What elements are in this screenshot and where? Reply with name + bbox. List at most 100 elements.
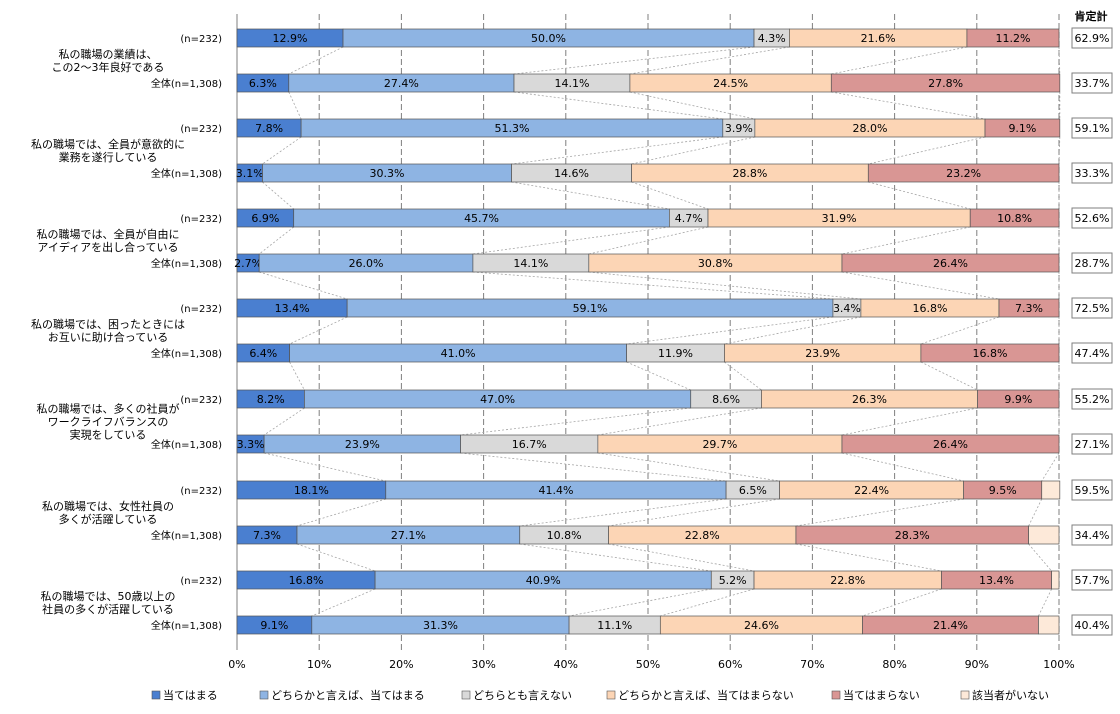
- category-label: ワークライフバランスの: [48, 416, 169, 429]
- data-label: 3.3%: [237, 438, 265, 451]
- data-label: 26.3%: [852, 393, 887, 406]
- connector-line: [862, 588, 942, 617]
- data-label: 41.4%: [538, 484, 573, 497]
- category-label: 私の職場の業績は、: [59, 47, 158, 61]
- data-label: 4.7%: [675, 212, 703, 225]
- data-label: 28.0%: [852, 122, 887, 135]
- data-label: 3.4%: [833, 302, 861, 315]
- bar-segment: [977, 389, 1060, 409]
- data-label: 14.1%: [513, 257, 548, 270]
- connector-line: [289, 316, 348, 345]
- data-label: 9.9%: [1004, 393, 1032, 406]
- data-label: 18.1%: [294, 484, 329, 497]
- data-label: 47.0%: [480, 393, 515, 406]
- positive-total-value: 59.1%: [1075, 122, 1110, 135]
- connector-line: [296, 543, 376, 572]
- data-label: 26.4%: [933, 257, 968, 270]
- connector-line: [262, 181, 294, 210]
- connector-line: [460, 407, 691, 436]
- positive-total-box: [1071, 433, 1113, 455]
- connector-line: [511, 181, 670, 210]
- connector-line: [631, 136, 755, 165]
- connector-line: [262, 136, 302, 165]
- x-tick-label: 60%: [718, 658, 742, 671]
- x-tick-label: 50%: [636, 658, 660, 671]
- connector-line: [1038, 588, 1052, 617]
- data-label: 14.1%: [554, 77, 589, 90]
- connector-line: [841, 226, 971, 255]
- positive-total-box: [1071, 388, 1113, 410]
- data-label: 6.5%: [739, 484, 767, 497]
- x-tick-label: 0%: [228, 658, 245, 671]
- positive-total-value: 27.1%: [1075, 438, 1110, 451]
- connector-line: [296, 498, 386, 527]
- connector-line: [597, 407, 762, 436]
- connector-line: [597, 452, 780, 482]
- category-label: 私の職場では、多くの社員が: [37, 402, 180, 416]
- connector-line: [588, 271, 861, 300]
- bar-segment: [920, 343, 1060, 363]
- group-label: (n=232): [180, 486, 222, 497]
- data-label: 11.9%: [658, 347, 693, 360]
- legend-label: どちらとも言えない: [473, 689, 572, 702]
- data-label: 16.8%: [289, 574, 324, 587]
- data-label: 45.7%: [464, 212, 499, 225]
- positive-total-value: 57.7%: [1075, 574, 1110, 587]
- legend-label: どちらかと言えば、当てはまらない: [618, 688, 794, 702]
- connector-line: [569, 588, 712, 617]
- group-label: 全体(n=1,308): [151, 438, 222, 451]
- positive-total-value: 34.4%: [1075, 529, 1110, 542]
- data-label: 2.7%: [234, 257, 262, 270]
- connector-line: [1028, 543, 1052, 572]
- positive-total-value: 55.2%: [1075, 393, 1110, 406]
- data-label: 13.4%: [275, 302, 310, 315]
- positive-total-header: 肯定計: [1075, 9, 1108, 23]
- positive-total-value: 28.7%: [1075, 257, 1110, 270]
- positive-total-value: 62.9%: [1075, 32, 1110, 45]
- data-label: 9.1%: [260, 619, 288, 632]
- data-label: 16.7%: [512, 438, 547, 451]
- category-label: お互いに助け合っている: [48, 330, 168, 344]
- x-tick-label: 10%: [307, 658, 331, 671]
- data-label: 23.2%: [946, 167, 981, 180]
- category-label: 業務を遂行している: [59, 150, 158, 164]
- category-label: 私の職場では、女性社員の: [42, 499, 174, 513]
- positive-total-value: 33.7%: [1075, 77, 1110, 90]
- data-label: 5.2%: [719, 574, 747, 587]
- category-label: 私の職場では、全員が意欲的に: [31, 137, 185, 151]
- connector-line: [841, 271, 1000, 300]
- data-label: 3.9%: [725, 122, 753, 135]
- data-label: 24.5%: [713, 77, 748, 90]
- data-label: 51.3%: [494, 122, 529, 135]
- data-label: 22.8%: [830, 574, 865, 587]
- connector-line: [588, 226, 709, 255]
- positive-total-box: [1071, 342, 1113, 364]
- category-label: 私の職場では、50歳以上の: [41, 590, 176, 603]
- category-label: 多くが活躍している: [59, 512, 158, 526]
- group-label: 全体(n=1,308): [151, 77, 222, 90]
- data-label: 11.2%: [995, 32, 1030, 45]
- category-label: この2～3年良好である: [52, 60, 165, 74]
- x-tick-label: 40%: [554, 658, 578, 671]
- data-label: 27.1%: [391, 529, 426, 542]
- data-label: 59.1%: [573, 302, 608, 315]
- data-label: 12.9%: [273, 32, 308, 45]
- data-label: 16.8%: [972, 347, 1007, 360]
- positive-total-value: 47.4%: [1075, 347, 1110, 360]
- connector-line: [513, 91, 723, 120]
- connector-lines: [258, 46, 1061, 617]
- x-tick-label: 70%: [800, 658, 824, 671]
- connector-line: [1058, 136, 1061, 165]
- positive-total-value: 33.3%: [1075, 167, 1110, 180]
- connector-line: [831, 91, 986, 120]
- data-label: 7.3%: [253, 529, 281, 542]
- data-label: 14.6%: [554, 167, 589, 180]
- bar-segment: [830, 73, 1061, 93]
- positive-total-column: 肯定計 62.9% 33.7% 59.1% 33.3% 52.6% 28.7% 72.5% 4…: [1071, 9, 1113, 636]
- bar-segment: [1038, 615, 1060, 635]
- connector-line: [868, 181, 971, 210]
- bar-segment: [867, 163, 1060, 183]
- bar-segment: [969, 208, 1060, 228]
- positive-total-value: 40.4%: [1075, 619, 1110, 632]
